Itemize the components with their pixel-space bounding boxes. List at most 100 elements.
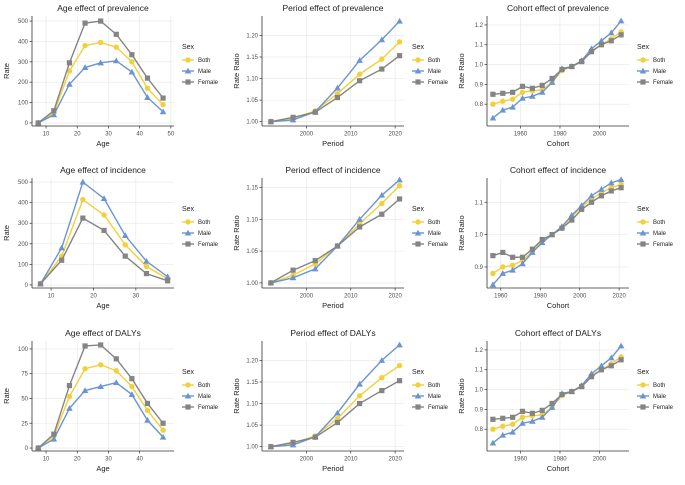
data-point	[268, 119, 274, 125]
data-point	[129, 59, 135, 65]
y-tick-label: 1.00	[246, 445, 258, 451]
data-point	[500, 423, 506, 429]
legend-key-marker	[640, 79, 646, 85]
x-tick-label: 1980	[553, 132, 567, 138]
data-point	[80, 215, 86, 221]
data-point	[538, 239, 546, 246]
x-axis-label: Period	[322, 464, 344, 473]
series-male	[34, 57, 167, 126]
data-point	[144, 75, 151, 81]
data-point	[618, 357, 624, 363]
legend-title: Sex	[412, 206, 425, 213]
series-female	[268, 378, 403, 450]
x-tick-label: 20	[74, 457, 81, 463]
data-point	[588, 49, 595, 55]
y-tick-label: 1.05	[246, 98, 258, 104]
data-point	[568, 211, 576, 218]
data-point	[500, 264, 506, 270]
data-point	[519, 89, 526, 96]
legend-label: Female	[198, 80, 219, 86]
data-point	[35, 120, 41, 126]
x-tick-label: 40	[136, 457, 143, 463]
legend-label: Female	[428, 405, 449, 411]
y-axis-label: Rate	[2, 225, 11, 241]
y-tick-label: 0	[25, 121, 29, 127]
data-point	[500, 98, 506, 104]
data-point	[559, 66, 565, 73]
data-point	[378, 191, 386, 198]
legend-key-marker	[184, 229, 192, 236]
legend: Sex Both Male Female	[637, 44, 674, 86]
data-point	[159, 433, 167, 440]
data-point	[290, 439, 296, 445]
series-line	[37, 364, 164, 449]
y-axis-label: Rate Ratio	[457, 53, 466, 88]
data-point	[608, 38, 614, 44]
y-tick-label: 0	[25, 283, 29, 289]
gridlines	[487, 178, 629, 288]
data-point	[378, 357, 386, 363]
data-point	[617, 176, 625, 183]
legend: Sex Both Male Female	[182, 206, 219, 248]
data-point	[548, 79, 556, 85]
data-point	[356, 57, 363, 63]
data-point	[538, 414, 546, 420]
y-tick-label: 1.0	[475, 233, 484, 239]
data-point	[160, 101, 166, 108]
legend-title: Sex	[412, 44, 425, 51]
data-point	[81, 64, 89, 71]
data-point	[66, 405, 73, 411]
legend-key-marker	[640, 241, 646, 247]
legend-title: Sex	[412, 369, 425, 376]
data-point	[499, 106, 507, 113]
data-point	[160, 427, 166, 433]
data-point	[489, 439, 497, 446]
data-point	[559, 391, 565, 398]
legend-label: Both	[198, 220, 210, 226]
data-point	[618, 185, 624, 191]
x-tick-label: 2020	[612, 294, 626, 300]
data-point	[82, 20, 88, 26]
data-point	[519, 414, 526, 421]
series-female	[268, 196, 403, 286]
y-tick-label: 1.00	[246, 120, 258, 126]
series-line	[270, 41, 401, 123]
y-tick-label: 1.00	[246, 281, 258, 287]
data-point	[396, 176, 403, 183]
data-point	[519, 254, 526, 260]
legend-label: Male	[653, 69, 667, 75]
data-point	[50, 435, 58, 442]
legend-label: Male	[428, 69, 442, 75]
data-point	[357, 224, 363, 230]
data-point	[268, 444, 274, 450]
legend-label: Both	[653, 58, 665, 64]
data-point	[588, 199, 595, 205]
x-tick-label: 2010	[344, 457, 358, 463]
data-point	[97, 362, 104, 368]
legend-key-marker	[415, 404, 421, 410]
legend-label: Both	[198, 383, 210, 389]
data-point	[598, 367, 604, 373]
legend-label: Female	[428, 80, 449, 86]
data-point	[529, 92, 536, 99]
legend-label: Female	[198, 242, 219, 248]
data-point	[509, 262, 516, 269]
data-point	[312, 258, 318, 264]
legend: Sex Both Male Female	[412, 44, 449, 86]
data-point	[379, 388, 385, 394]
y-tick-label: 1.10	[246, 217, 258, 223]
legend-label: Male	[198, 394, 212, 400]
data-point	[66, 80, 73, 87]
legend-title: Sex	[182, 369, 195, 376]
x-axis-label: Period	[322, 301, 344, 310]
y-tick-label: 1.1	[475, 368, 484, 374]
chart-panel: Cohort effect of prevalence 1960 1980 2000 0…	[457, 3, 674, 148]
data-point	[529, 410, 535, 416]
legend-key-marker	[640, 219, 646, 225]
legend-label: Male	[198, 69, 212, 75]
legend-key-marker	[185, 382, 191, 388]
y-tick-label: 1.05	[246, 249, 258, 255]
data-point	[598, 193, 604, 199]
data-point	[122, 253, 128, 259]
data-point	[356, 380, 363, 387]
